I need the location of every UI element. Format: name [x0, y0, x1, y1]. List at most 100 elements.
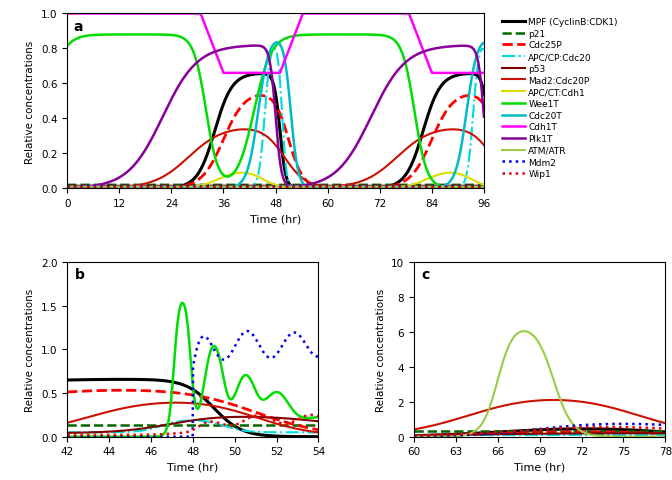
Cdc25P	[257, 93, 265, 99]
X-axis label: Time (hr): Time (hr)	[250, 214, 301, 224]
MPF (CyclinB:CDK1)	[111, 186, 119, 192]
APC/CT:Cdh1	[111, 186, 119, 192]
Cdc20T	[223, 186, 231, 192]
Wee1T	[63, 44, 71, 50]
Cdh1T	[223, 71, 231, 77]
APC/CP:Cdc20	[427, 186, 435, 192]
Line: Cdh1T: Cdh1T	[67, 14, 484, 74]
APC/CP:Cdc20	[270, 47, 278, 52]
Mad2:Cdc20P	[136, 182, 144, 188]
ATM/ATR	[63, 184, 71, 190]
Wip1	[63, 185, 71, 191]
p53	[241, 183, 249, 189]
APC/CP:Cdc20	[136, 186, 144, 192]
MPF (CyclinB:CDK1)	[241, 74, 249, 80]
APC/CP:Cdc20	[63, 186, 71, 192]
Plk1T	[251, 44, 259, 49]
Text: b: b	[75, 267, 85, 281]
ATM/ATR	[480, 184, 488, 190]
APC/CT:Cdh1	[472, 179, 480, 185]
APC/CT:Cdh1	[446, 170, 454, 176]
Mdm2	[136, 184, 144, 190]
Line: APC/CP:Cdc20: APC/CP:Cdc20	[67, 49, 484, 189]
Mad2:Cdc20P	[223, 130, 231, 135]
Mdm2	[223, 184, 231, 190]
Y-axis label: Relative concentrations: Relative concentrations	[376, 288, 386, 411]
ATM/ATR	[223, 184, 231, 190]
Mdm2	[241, 184, 249, 190]
Wee1T	[241, 144, 249, 150]
Cdc25P	[241, 100, 249, 106]
Cdh1T	[472, 71, 480, 77]
Wip1	[480, 185, 488, 191]
ATM/ATR	[111, 184, 119, 190]
Cdc25P	[427, 139, 435, 145]
p53	[472, 183, 480, 189]
X-axis label: Time (hr): Time (hr)	[167, 462, 218, 472]
Plk1T	[136, 156, 144, 162]
Cdc20T	[472, 56, 480, 62]
Mdm2	[472, 184, 480, 190]
Plk1T	[472, 51, 480, 57]
Wip1	[241, 185, 249, 191]
p53	[223, 183, 231, 189]
Plk1T	[63, 185, 71, 191]
p21	[241, 182, 249, 188]
Cdh1T	[111, 12, 119, 17]
Cdc20T	[427, 186, 435, 192]
p53	[136, 183, 144, 189]
APC/CP:Cdc20	[480, 48, 488, 54]
Line: Cdc20T: Cdc20T	[67, 43, 484, 189]
Cdh1T	[480, 71, 488, 77]
APC/CT:Cdh1	[63, 186, 71, 192]
Cdh1T	[220, 71, 228, 77]
Wip1	[472, 185, 480, 191]
p21	[472, 182, 480, 188]
MPF (CyclinB:CDK1)	[427, 105, 435, 110]
Mdm2	[427, 184, 435, 190]
Mdm2	[480, 184, 488, 190]
APC/CP:Cdc20	[241, 186, 249, 192]
p21	[480, 182, 488, 188]
APC/CP:Cdc20	[223, 186, 231, 192]
Cdc20T	[480, 41, 488, 47]
Mad2:Cdc20P	[241, 127, 249, 133]
Wip1	[427, 185, 435, 191]
p53	[111, 183, 119, 189]
Cdh1T	[241, 71, 249, 77]
ATM/ATR	[241, 184, 249, 190]
Line: Plk1T: Plk1T	[67, 47, 484, 188]
Line: Mad2:Cdc20P: Mad2:Cdc20P	[67, 130, 484, 189]
p21	[223, 182, 231, 188]
Cdc20T	[241, 174, 249, 180]
APC/CT:Cdh1	[223, 173, 231, 179]
Cdc25P	[111, 186, 119, 192]
APC/CP:Cdc20	[111, 186, 119, 192]
Cdh1T	[136, 12, 144, 17]
Text: c: c	[421, 267, 430, 281]
APC/CT:Cdh1	[480, 182, 488, 188]
Cdc25P	[136, 186, 144, 192]
ATM/ATR	[472, 184, 480, 190]
APC/CT:Cdh1	[136, 186, 144, 192]
Plk1T	[427, 48, 435, 53]
APC/CT:Cdh1	[427, 175, 435, 181]
Wee1T	[111, 33, 119, 38]
Line: Wee1T: Wee1T	[67, 36, 484, 189]
Cdc20T	[63, 186, 71, 192]
Wip1	[136, 185, 144, 191]
Wee1T	[223, 174, 231, 180]
Cdh1T	[427, 69, 435, 74]
Mad2:Cdc20P	[111, 185, 119, 191]
Text: a: a	[73, 20, 83, 34]
ATM/ATR	[136, 184, 144, 190]
p21	[63, 182, 71, 188]
Mad2:Cdc20P	[241, 127, 249, 133]
p21	[136, 182, 144, 188]
Plk1T	[480, 115, 488, 120]
ATM/ATR	[427, 184, 435, 190]
Wip1	[223, 185, 231, 191]
p53	[480, 183, 488, 189]
Y-axis label: Relative concentrations: Relative concentrations	[26, 40, 36, 163]
p53	[63, 183, 71, 189]
